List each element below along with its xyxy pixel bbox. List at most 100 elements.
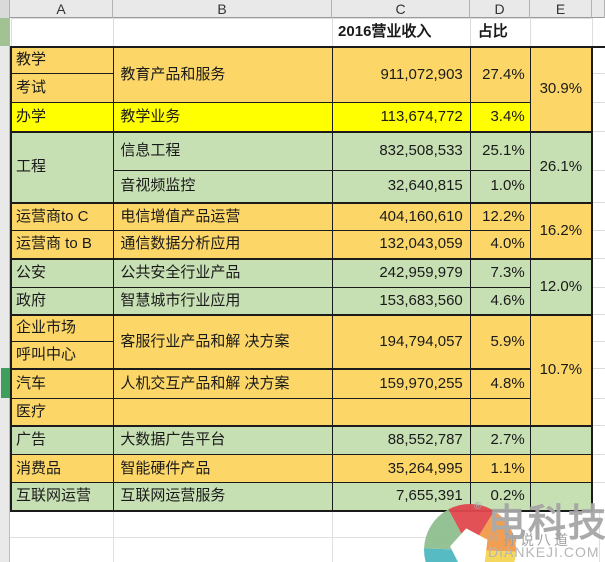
cell-r3-b[interactable]: 信息工程 [113,130,334,171]
cell-r8-a[interactable]: 政府 [10,287,115,315]
cell-r14-d[interactable]: 1.1% [469,454,531,483]
cell-r11-d[interactable]: 4.8% [469,367,531,399]
gridline-cell [592,482,605,511]
cell-r8-d[interactable]: 4.6% [469,287,531,315]
cell-r6-c[interactable]: 132,043,059 [332,230,471,259]
cell-r13-b[interactable]: 大数据广告平台 [113,424,334,455]
cell-r6-d[interactable]: 4.0% [469,230,531,259]
cell-r14-c[interactable]: 35,264,995 [332,454,471,483]
gridline [599,510,600,562]
cell-r2-c[interactable]: 113,674,772 [332,102,471,132]
cell-r6-a[interactable]: 运营商 to B [10,230,115,259]
cell-r0-b[interactable]: 教育产品和服务 [113,45,334,103]
cell-r2-a[interactable]: 办学 [10,102,115,132]
cell-title-e[interactable] [529,18,593,47]
cell-r1-a[interactable]: 考试 [10,73,115,103]
gridline-cell [592,18,605,47]
cell-r0-a[interactable]: 教学 [10,45,115,74]
cell-r2-d[interactable]: 3.4% [469,102,531,132]
cell-r5-a[interactable]: 运营商to C [10,201,115,231]
cell-r9-d[interactable]: 5.9% [469,313,531,369]
starburst-icon: ❊ [488,530,499,545]
cell-r15-d[interactable]: 0.2% [469,482,531,512]
cell-r5-b[interactable]: 电信增值产品运营 [113,201,334,231]
cell-r13-e[interactable] [529,424,594,455]
cell-r8-c[interactable]: 153,683,560 [332,287,471,315]
cell-r14-b[interactable]: 智能硬件产品 [113,454,334,483]
cell-r11-b[interactable]: 人机交互产品和解 决方案 [113,367,334,399]
gridline-cell [592,170,605,203]
watermark: ® 电科技 ❊ 孙说八道 DIANKEJI.COM [400,488,605,562]
cell-r9-e[interactable]: 10.7% [529,313,594,426]
cell-r6-b[interactable]: 通信数据分析应用 [113,230,334,259]
cell-r3-e[interactable]: 26.1% [529,130,594,203]
cell-title-b[interactable] [113,18,334,47]
gridline-cell [592,131,605,171]
cell-r4-c[interactable]: 32,640,815 [332,170,471,203]
cell-r12-b[interactable] [113,398,334,426]
cell-r3-c[interactable]: 832,508,533 [332,130,471,171]
gridline-cell [592,425,605,455]
column-header-d[interactable]: D [470,0,530,18]
cell-r5-d[interactable]: 12.2% [469,201,531,231]
cell-r15-b[interactable]: 互联网运营服务 [113,482,334,512]
gridline-cell [592,230,605,259]
watermark-brand-text: 电科技 [488,503,605,545]
column-header-f-partial[interactable] [592,0,605,18]
cell-r7-e[interactable]: 12.0% [529,257,594,315]
active-row-marker [1,368,10,398]
cell-r0-c[interactable]: 911,072,903 [332,45,471,103]
gridline [332,510,333,562]
cell-r15-c[interactable]: 7,655,391 [332,482,471,512]
cell-r2-b[interactable]: 教学业务 [113,102,334,132]
cell-r3-d[interactable]: 25.1% [469,130,531,171]
revenue-title-cell[interactable]: 2016营业收入 [332,18,471,47]
cell-r13-d[interactable]: 2.7% [469,424,531,455]
cell-r11-a[interactable]: 汽车 [10,367,115,399]
gridline [113,510,114,562]
gridline-cell [592,368,605,399]
cell-r4-d[interactable]: 1.0% [469,170,531,203]
cell-r0-d[interactable]: 27.4% [469,45,531,103]
cell-r15-e[interactable] [529,482,594,512]
cell-title-a[interactable] [10,18,115,47]
cell-r7-b[interactable]: 公共安全行业产品 [113,257,334,288]
cell-r12-a[interactable]: 医疗 [10,398,115,426]
column-header-e[interactable]: E [530,0,592,18]
cell-r12-d[interactable] [469,398,531,426]
cell-r13-c[interactable]: 88,552,787 [332,424,471,455]
cell-r8-b[interactable]: 智慧城市行业应用 [113,287,334,315]
cell-r9-c[interactable]: 194,794,057 [332,313,471,369]
column-header-b[interactable]: B [113,0,332,18]
cell-r0-e[interactable]: 30.9% [529,45,594,132]
cell-r4-b[interactable]: 音视频监控 [113,170,334,203]
share-title-cell[interactable]: 占比 [469,18,531,47]
cell-r13-a[interactable]: 广告 [10,424,115,455]
cell-r3-a[interactable]: 工程 [10,130,115,203]
cell-r9-b[interactable]: 客服行业产品和解 决方案 [113,313,334,369]
cell-r10-a[interactable]: 呼叫中心 [10,341,115,369]
column-header-a[interactable]: A [10,0,113,18]
cell-r7-c[interactable]: 242,959,979 [332,257,471,288]
row-header-strip[interactable] [0,18,10,562]
cell-r5-c[interactable]: 404,160,610 [332,201,471,231]
cell-r14-a[interactable]: 消费品 [10,454,115,483]
gridline-cell [592,102,605,132]
cell-r7-a[interactable]: 公安 [10,257,115,288]
gridline-cell [592,314,605,342]
column-header-c[interactable]: C [332,0,470,18]
select-all-corner[interactable] [0,0,10,18]
data-table: 2016营业收入 占比 教学 教育产品和服务 911,072,903 27.4%… [10,18,605,512]
diankeji-pinwheel-logo-icon [424,504,516,562]
column-header-row: A B C D E [0,0,605,18]
cell-r11-c[interactable]: 159,970,255 [332,367,471,399]
cell-r9-a[interactable]: 企业市场 [10,313,115,342]
cell-r7-d[interactable]: 7.3% [469,257,531,288]
gridline-cell [592,341,605,369]
cell-r15-a[interactable]: 互联网运营 [10,482,115,512]
registered-mark: ® [474,501,482,512]
cell-r5-e[interactable]: 16.2% [529,201,594,259]
cell-r12-c[interactable] [332,398,471,426]
cell-r14-e[interactable] [529,454,594,483]
